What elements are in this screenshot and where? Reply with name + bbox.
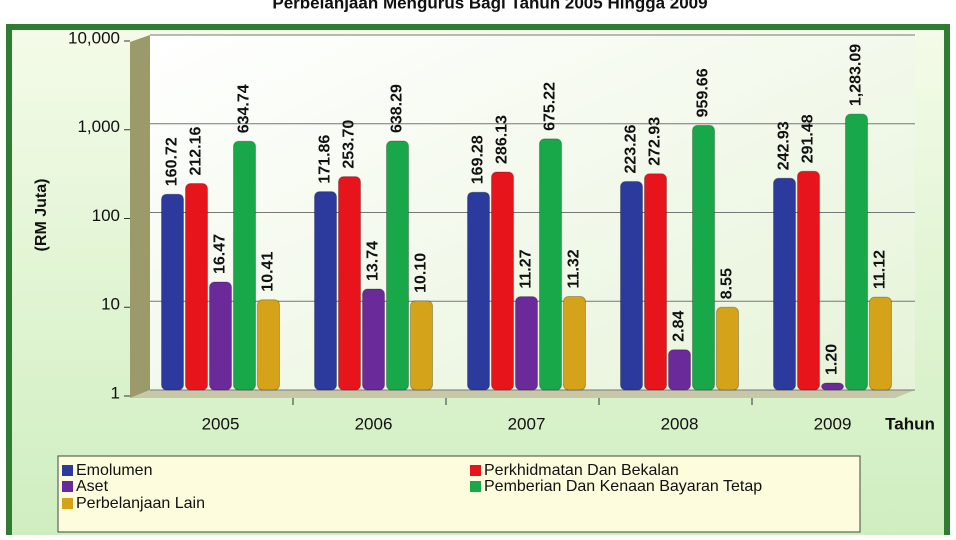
legend-swatch xyxy=(62,498,73,509)
value-label: 634.74 xyxy=(236,84,253,133)
bar xyxy=(668,349,691,391)
value-label: 13.74 xyxy=(365,241,382,281)
x-tick-label: 2009 xyxy=(814,414,852,433)
bar xyxy=(161,193,184,391)
value-label: 160.72 xyxy=(164,137,181,186)
bar xyxy=(209,281,232,391)
x-tick-label: 2005 xyxy=(202,414,240,433)
y-tick-label: 1 xyxy=(111,383,120,402)
legend-label: Aset xyxy=(76,478,109,495)
value-label: 223.26 xyxy=(623,125,640,174)
bar xyxy=(716,306,739,391)
bar xyxy=(563,295,586,391)
legend-label: Perbelanjaan Lain xyxy=(76,495,205,512)
bar xyxy=(491,171,514,391)
y-tick-label: 10,000 xyxy=(68,28,120,47)
value-label: 169.28 xyxy=(470,135,487,184)
value-label: 11.32 xyxy=(566,249,583,288)
x-axis-label: Tahun xyxy=(885,414,935,433)
value-label: 291.48 xyxy=(800,114,817,163)
value-label: 1,283.09 xyxy=(848,44,865,106)
bar xyxy=(821,382,844,391)
bar xyxy=(797,170,820,391)
value-label: 10.41 xyxy=(260,252,277,292)
value-label: 8.55 xyxy=(719,268,736,299)
value-label: 171.86 xyxy=(317,135,334,184)
bar xyxy=(257,299,280,391)
value-label: 272.93 xyxy=(647,117,664,166)
bar xyxy=(515,296,538,391)
floor xyxy=(130,390,915,398)
bar xyxy=(362,288,385,391)
y-axis-label: (RM Juta) xyxy=(33,179,50,252)
bar xyxy=(386,140,409,391)
legend-swatch xyxy=(470,465,481,476)
value-label: 16.47 xyxy=(212,234,229,274)
legend-swatch xyxy=(62,465,73,476)
y-tick-label: 100 xyxy=(92,206,120,225)
value-label: 2.84 xyxy=(671,311,688,342)
value-label: 638.29 xyxy=(389,84,406,133)
value-label: 675.22 xyxy=(542,82,559,131)
value-label: 242.93 xyxy=(776,121,793,170)
x-tick-label: 2007 xyxy=(508,414,546,433)
value-label: 10.10 xyxy=(413,253,430,293)
bar xyxy=(467,191,490,391)
legend-swatch xyxy=(470,481,481,492)
value-label: 1.20 xyxy=(824,344,841,375)
bar xyxy=(869,296,892,391)
value-label: 11.12 xyxy=(872,250,889,289)
value-label: 212.16 xyxy=(188,126,205,175)
legend-swatch xyxy=(62,481,73,492)
bar xyxy=(185,183,208,391)
legend-label: Pemberian Dan Kenaan Bayaran Tetap xyxy=(484,478,762,495)
legend-label: Perkhidmatan Dan Bekalan xyxy=(484,462,679,479)
bar xyxy=(233,140,256,391)
bar xyxy=(314,191,337,391)
y-tick-label: 10 xyxy=(101,295,120,314)
chart-title: Perbelanjaan Mengurus Bagi Tahun 2005 Hi… xyxy=(272,0,707,12)
bar xyxy=(539,138,562,391)
bar xyxy=(410,300,433,391)
bar xyxy=(338,176,361,391)
legend-label: Emolumen xyxy=(76,462,152,479)
bar xyxy=(845,113,868,391)
value-label: 959.66 xyxy=(695,68,712,117)
bar xyxy=(692,124,715,391)
value-label: 253.70 xyxy=(341,120,358,169)
bar xyxy=(644,173,667,391)
side-wall xyxy=(130,35,150,398)
bar xyxy=(620,181,643,391)
value-label: 286.13 xyxy=(494,115,511,164)
legend xyxy=(57,455,861,533)
x-tick-label: 2006 xyxy=(355,414,393,433)
y-tick-label: 1,000 xyxy=(77,117,120,136)
value-label: 11.27 xyxy=(518,249,535,288)
bar xyxy=(773,177,796,391)
x-tick-label: 2008 xyxy=(661,414,699,433)
